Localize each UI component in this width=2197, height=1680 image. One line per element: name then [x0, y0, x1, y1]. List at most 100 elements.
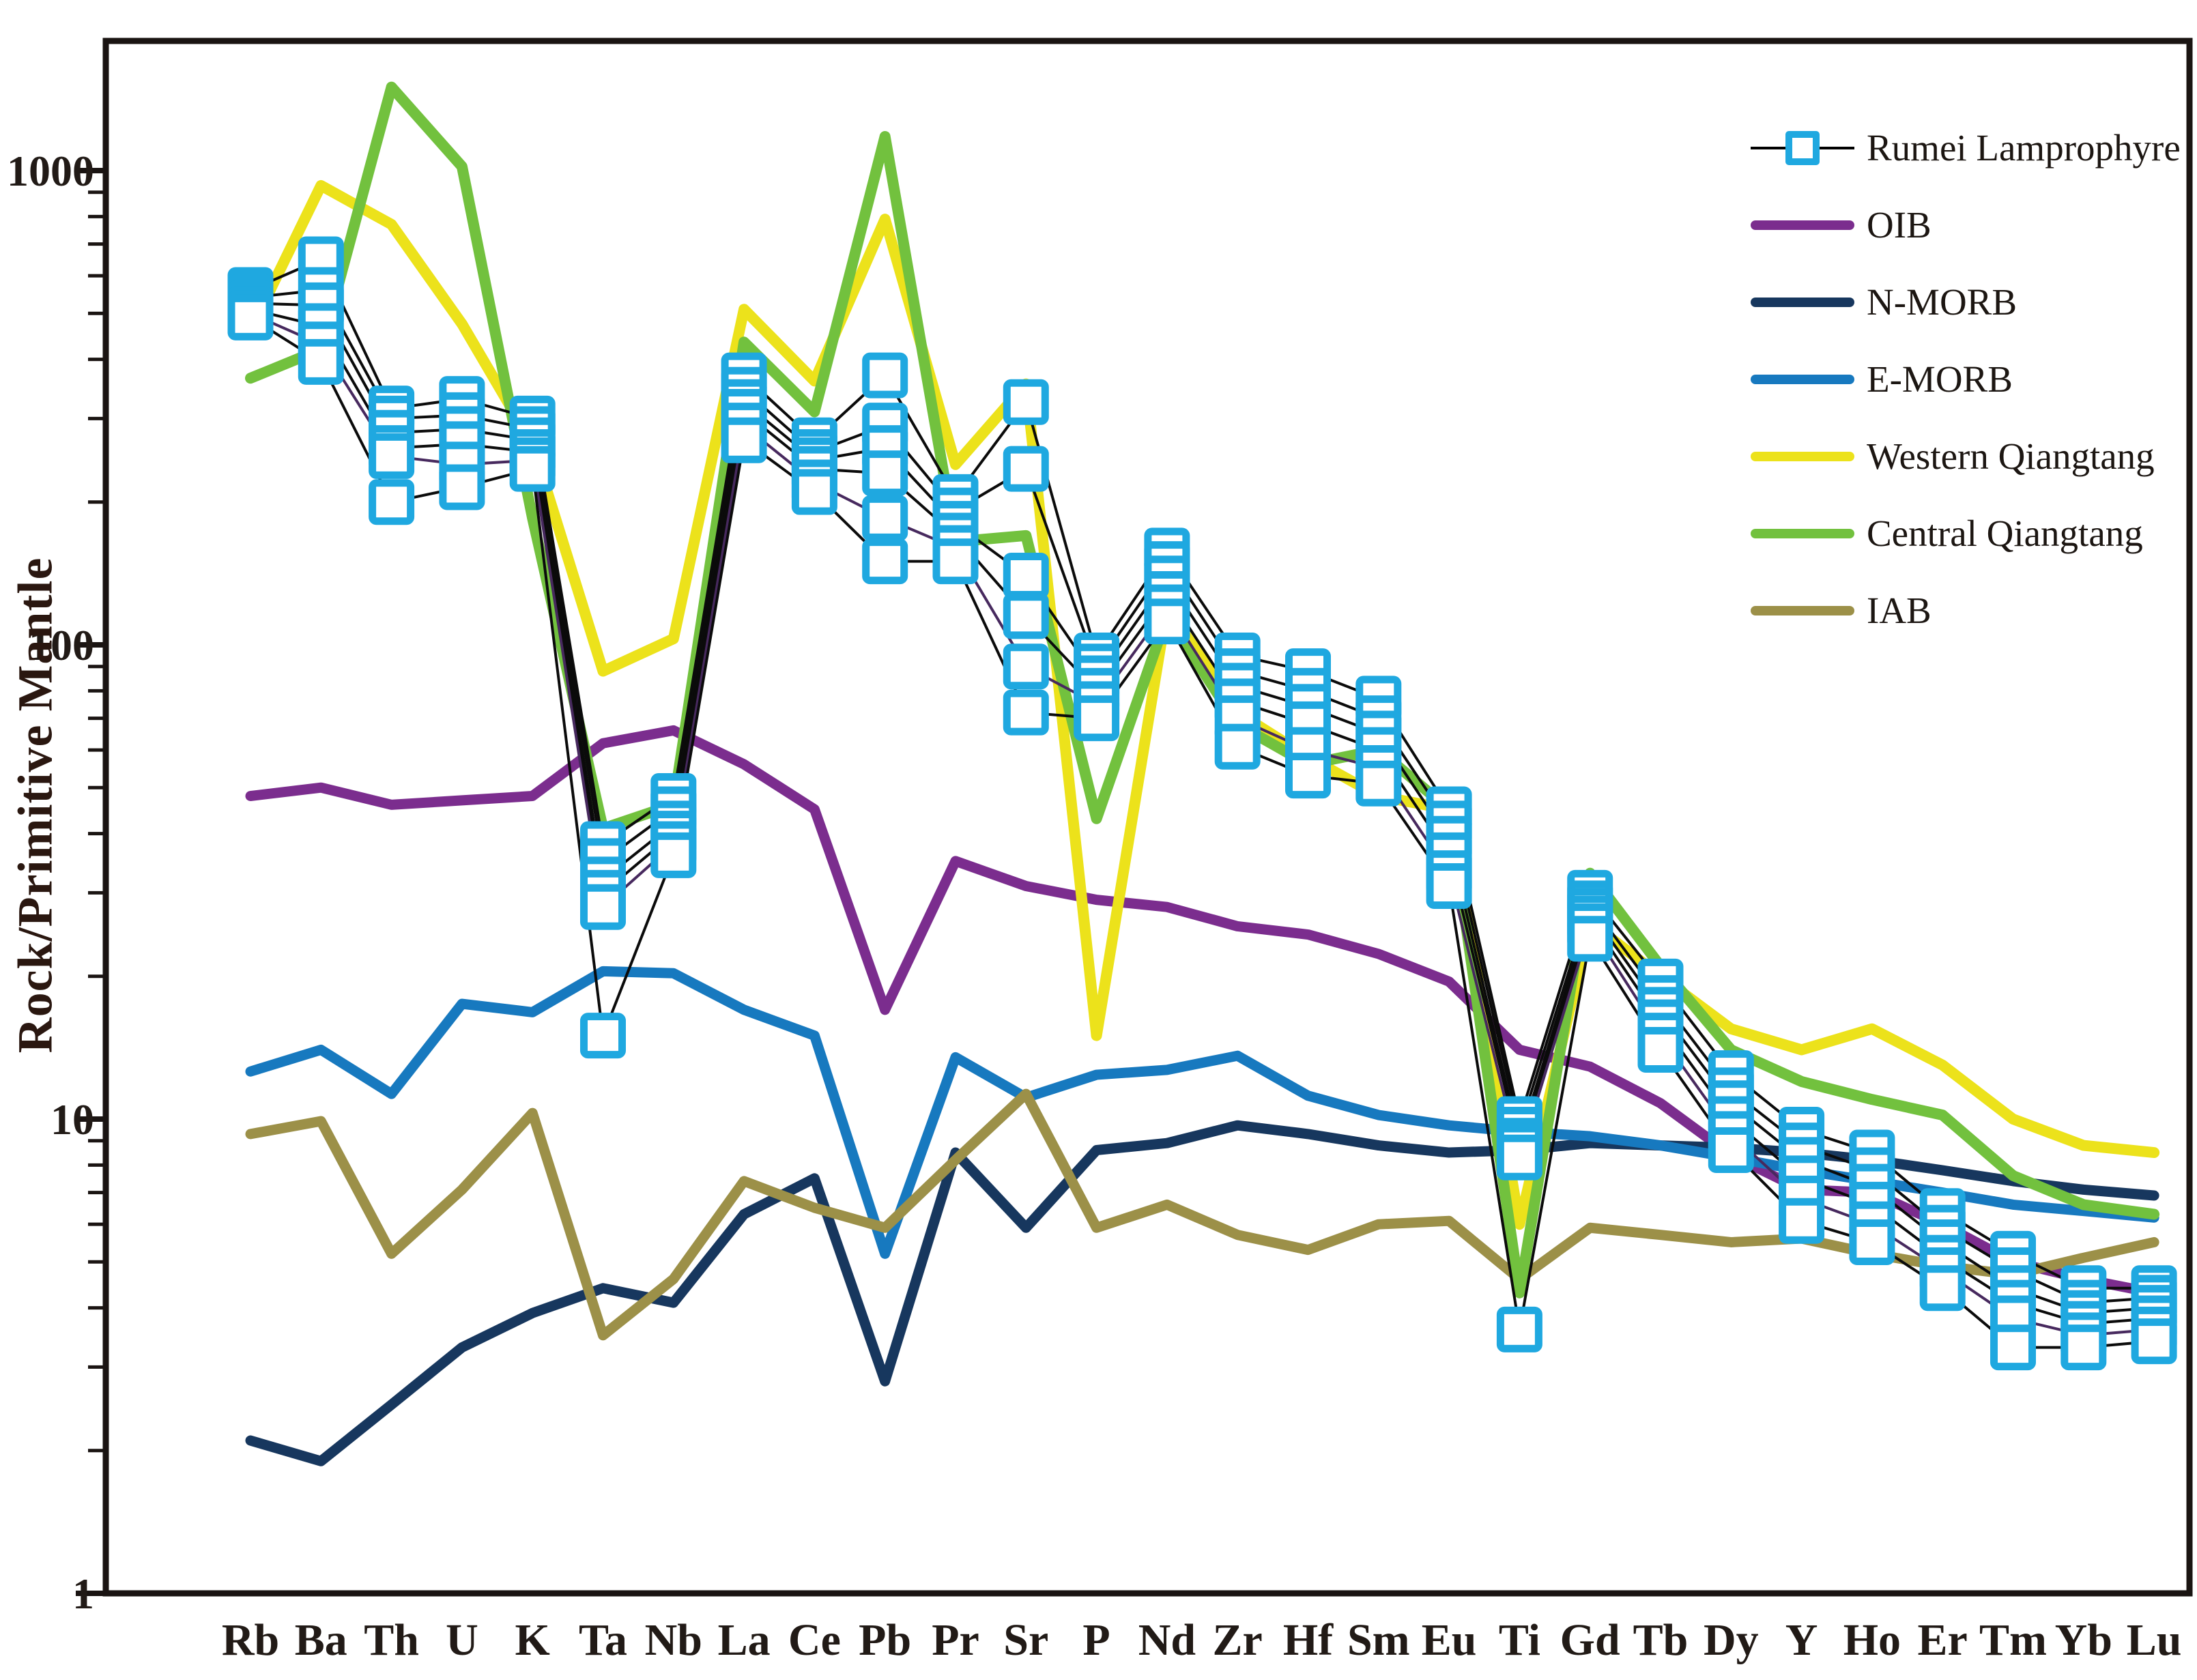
legend-label: OIB — [1867, 204, 1932, 246]
sample-square-marker — [1285, 753, 1331, 799]
x-category-label: Sr — [1003, 1615, 1048, 1665]
x-category-label: Pr — [932, 1615, 979, 1665]
x-category-label: La — [718, 1615, 771, 1665]
legend-label: Western Qiangtang — [1867, 435, 2155, 477]
legend-item-e-morb: E-MORB — [1751, 341, 2181, 418]
x-category-label: Ta — [579, 1615, 627, 1665]
x-category-label: Sm — [1347, 1615, 1410, 1665]
x-category-label: Zr — [1213, 1615, 1263, 1665]
sample-square-marker — [862, 450, 908, 497]
legend-item-western-qiangtang: Western Qiangtang — [1751, 418, 2181, 495]
legend-label: N-MORB — [1867, 281, 2017, 323]
sample-square-marker — [369, 433, 415, 479]
x-category-label: Lu — [2127, 1615, 2182, 1665]
x-category-label: Hf — [1283, 1615, 1334, 1665]
x-category-label: K — [515, 1615, 550, 1665]
sample-square-marker — [862, 495, 908, 541]
x-category-label: Tm — [1979, 1615, 2047, 1665]
sample-square-marker — [1496, 1306, 1542, 1352]
legend-label: Central Qiangtang — [1867, 512, 2143, 554]
y-tick-label: 10 — [51, 1095, 94, 1144]
series-line-western-qiangtang — [245, 179, 2160, 1230]
sample-square-marker — [1779, 1198, 1825, 1244]
sample-line — [250, 258, 2155, 1290]
sample-line — [250, 308, 2155, 1326]
x-category-label: Tb — [1633, 1615, 1689, 1665]
sample-square-marker — [1708, 1127, 1754, 1174]
sample-square-marker — [1003, 552, 1049, 598]
sample-square-marker — [369, 479, 415, 525]
y-tick-label: 1000 — [7, 147, 94, 195]
x-category-label: Nb — [645, 1615, 702, 1665]
legend-swatch-line-icon — [1751, 437, 1854, 476]
legend-item-central-qiangtang: Central Qiangtang — [1751, 495, 2181, 572]
sample-square-marker — [2060, 1324, 2107, 1371]
y-tick-label: 1 — [72, 1569, 94, 1618]
legend-item-iab: IAB — [1751, 572, 2181, 649]
sample-line — [250, 312, 2155, 1337]
legend-label: IAB — [1867, 590, 1932, 631]
y-axis-title: Rock/Primitive Mantle — [8, 557, 63, 1054]
sample-square-marker — [1849, 1219, 1895, 1265]
sample-square-marker — [298, 338, 344, 385]
legend-swatch-line-icon — [1751, 592, 1854, 630]
x-category-label: P — [1082, 1615, 1110, 1665]
x-category-label: Er — [1918, 1615, 1968, 1665]
sample-square-marker — [1003, 379, 1049, 425]
legend-label: Rumei Lamprophyre — [1867, 127, 2181, 169]
sample-square-marker — [580, 1013, 626, 1059]
legend: Rumei Lamprophyre OIB N-MORB E-MORB West… — [1751, 109, 2181, 649]
sample-square-marker — [1990, 1324, 2036, 1371]
sample-square-marker — [862, 538, 908, 585]
sample-square-marker — [932, 538, 979, 585]
sample-line — [250, 289, 2155, 1305]
x-category-label: Yb — [2055, 1615, 2112, 1665]
x-category-label: Eu — [1422, 1615, 1477, 1665]
x-category-label: Pb — [859, 1615, 911, 1665]
sample-square-marker — [2131, 1318, 2177, 1365]
legend-label: E-MORB — [1867, 358, 2013, 400]
x-category-label: Ce — [788, 1615, 841, 1665]
sample-line — [250, 302, 2155, 1315]
series-line-e-morb — [245, 966, 2159, 1259]
plot-border — [102, 38, 2193, 1597]
sample-square-marker — [227, 294, 274, 341]
sample-square-marker — [1144, 598, 1190, 645]
legend-item-n-morb: N-MORB — [1751, 263, 2181, 341]
legend-item-rumei-lamprophyre: Rumei Lamprophyre — [1751, 109, 2181, 186]
x-category-label: Nd — [1138, 1615, 1196, 1665]
sample-square-marker — [1426, 863, 1472, 910]
sample-square-marker — [439, 464, 485, 510]
sample-square-marker — [1003, 689, 1049, 736]
x-category-label: Gd — [1560, 1615, 1620, 1665]
series-line-n-morb — [245, 1120, 2159, 1466]
x-category-label: Rb — [222, 1615, 279, 1665]
legend-swatch-line-icon — [1751, 360, 1854, 399]
legend-item-oib: OIB — [1751, 186, 2181, 263]
sample-square-marker — [1003, 593, 1049, 639]
sample-square-marker — [1567, 916, 1613, 962]
series-line-iab — [245, 1088, 2159, 1341]
sample-square-marker — [650, 832, 697, 878]
sample-square-marker — [1355, 760, 1402, 807]
sample-square-marker — [1003, 446, 1049, 492]
x-category-label: Ba — [295, 1615, 347, 1665]
sample-square-marker — [1496, 1134, 1542, 1181]
legend-swatch-line-icon — [1751, 206, 1854, 244]
x-category-label: U — [446, 1615, 478, 1665]
sample-square-marker — [509, 446, 556, 492]
sample-square-marker — [1919, 1265, 1966, 1312]
legend-swatch-line-icon — [1751, 283, 1854, 321]
sample-square-marker — [580, 884, 626, 930]
x-category-label: Ho — [1843, 1615, 1901, 1665]
x-category-label: Y — [1785, 1615, 1818, 1665]
sample-square-marker — [721, 417, 767, 463]
legend-swatch-line-icon — [1751, 515, 1854, 553]
legend-swatch-sample-marker-icon — [1751, 129, 1854, 167]
x-category-label: Dy — [1704, 1615, 1759, 1665]
sample-square-marker — [1074, 695, 1120, 742]
sample-square-marker — [1003, 643, 1049, 690]
x-category-label: Ti — [1499, 1615, 1540, 1665]
